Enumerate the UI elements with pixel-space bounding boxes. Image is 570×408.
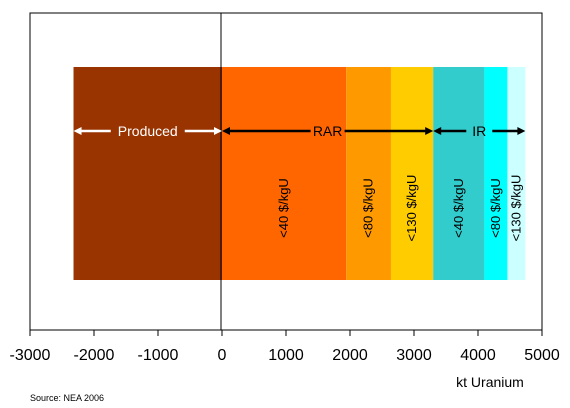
x-tick-label-2: -1000 [138,347,179,364]
x-tick-label-8: 5000 [524,347,560,364]
bar-segment-0 [73,67,223,280]
x-tick-label-5: 2000 [332,347,368,364]
segment-label-2: <80 $/kgU [361,178,376,238]
arrow-head-left-2 [433,127,442,135]
arrow-head-right-2 [517,127,526,135]
x-tick-label-0: -3000 [10,347,51,364]
x-tick-label-6: 3000 [396,347,432,364]
arrow-head-right-1 [425,127,434,135]
x-axis-label: kt Uranium [456,374,524,390]
arrow-label-1: RAR [313,123,343,139]
arrow-label-0: Produced [118,123,178,139]
arrow-label-2: IR [472,123,486,139]
x-tick-label-4: 1000 [268,347,304,364]
segment-label-6: <130 $/kgU [508,175,523,242]
bar-segment-5 [484,67,508,280]
segment-label-4: <40 $/kgU [451,178,466,238]
segment-label-3: <130 $/kgU [404,175,419,242]
bar-segment-2 [346,67,391,280]
arrow-head-left-0 [73,127,82,135]
source-note: Source: NEA 2006 [30,393,105,403]
bar-segment-6 [507,67,526,280]
x-tick-label-1: -2000 [74,347,115,364]
bar-segment-4 [433,67,485,280]
x-tick-label-3: 0 [218,347,227,364]
segment-label-5: <80 $/kgU [488,178,503,238]
bar-segment-1 [222,67,347,280]
arrow-head-right-0 [214,127,222,135]
bar-segment-3 [390,67,434,280]
arrow-head-left-1 [222,127,230,135]
segment-label-1: <40 $/kgU [276,178,291,238]
x-tick-label-7: 4000 [460,347,496,364]
